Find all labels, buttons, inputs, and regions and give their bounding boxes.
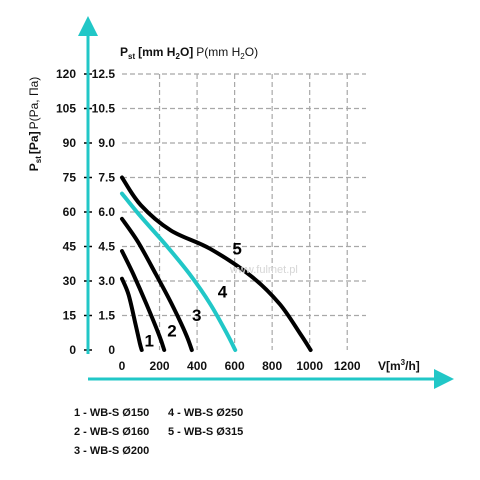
y-tick-label-pa: 45 <box>63 240 77 254</box>
y-tick-label-mm: 7.5 <box>98 171 115 185</box>
watermark-text: www.fulmet.pl <box>229 264 298 276</box>
legend: 1 - WB-S Ø150 2 - WB-S Ø160 3 - WB-S Ø20… <box>74 407 243 457</box>
y-tick-label-pa: 75 <box>63 171 77 185</box>
x-title-sup: 3 <box>401 358 406 367</box>
y-top-unit-prefix: [mm H <box>138 45 175 59</box>
y-left-alt: P(Pa, Па) <box>27 77 41 130</box>
y-top-main: P <box>120 45 128 59</box>
y-tick-label-mm: 4.5 <box>98 240 115 254</box>
y-axis-title-left: Pst [Pa]P(Pa, Па) <box>27 77 43 171</box>
x-tick-label: 600 <box>225 359 245 373</box>
legend-item-3: 3 - WB-S Ø200 <box>74 445 149 457</box>
y-tick-label-mm: 10.5 <box>92 102 116 116</box>
curve-series-2 <box>120 249 167 352</box>
x-tick-label: 1000 <box>296 359 323 373</box>
x-tick-label: 800 <box>262 359 282 373</box>
curve-series-4 <box>120 191 238 352</box>
y-top-unit-suffix: O] <box>180 45 193 59</box>
y-tick-label-pa: 0 <box>69 343 76 357</box>
y-top-unit-sub: 2 <box>175 52 180 61</box>
y-left-sub: st <box>34 156 43 163</box>
x-axis-arrowhead <box>434 369 454 389</box>
x-tick-label: 200 <box>150 359 170 373</box>
y-top-sub: st <box>128 52 135 61</box>
y-tick-label-pa: 105 <box>56 102 76 116</box>
x-tick-label: 0 <box>119 359 126 373</box>
y-top-alt-suffix: O) <box>245 45 258 59</box>
x-title-suffix: /h] <box>405 359 420 373</box>
legend-item-1: 1 - WB-S Ø150 <box>74 407 149 419</box>
y-tick-label-pa: 60 <box>63 205 77 219</box>
legend-item-5: 5 - WB-S Ø315 <box>168 426 243 438</box>
x-tick-label: 1200 <box>334 359 361 373</box>
y-tick-label-pa: 30 <box>63 274 77 288</box>
grid <box>122 73 366 350</box>
y-tick-label-mm: 0 <box>108 343 115 357</box>
curve-label-2: 2 <box>167 321 176 340</box>
y-tick-label-pa: 15 <box>63 309 77 323</box>
curve-series-5 <box>120 175 313 352</box>
y-left-unit: [Pa] <box>27 131 41 154</box>
y-tick-label-pa: 120 <box>56 67 76 81</box>
y-axis-title-top: Pst [mm H2O] P(mm H2O) <box>120 45 258 61</box>
axes <box>78 16 454 389</box>
y-tick-label-mm: 3.0 <box>98 274 115 288</box>
y-top-alt-sub: 2 <box>240 52 245 61</box>
curve-series-3 <box>120 216 194 352</box>
legend-item-2: 2 - WB-S Ø160 <box>74 426 149 438</box>
y-axis-arrowhead <box>78 16 98 36</box>
curve-label-5: 5 <box>232 240 241 259</box>
curve-label-1: 1 <box>145 332 154 351</box>
x-title-main: V[m <box>378 359 401 373</box>
x-axis-title: V[m3/h] <box>378 358 420 373</box>
y-tick-label-mm: 12.5 <box>92 67 116 81</box>
curves <box>120 175 313 352</box>
y-tick-label-mm: 6.0 <box>98 205 115 219</box>
y-left-main: P <box>27 163 41 171</box>
y-tick-label-mm: 9.0 <box>98 136 115 150</box>
x-tick-label: 400 <box>187 359 207 373</box>
y-top-alt-prefix: P(mm H <box>196 45 240 59</box>
y-tick-label-pa: 90 <box>63 136 77 150</box>
curve-series-1 <box>120 276 144 352</box>
curve-label-4: 4 <box>218 283 228 302</box>
legend-item-4: 4 - WB-S Ø250 <box>168 407 243 419</box>
curve-label-3: 3 <box>192 306 201 325</box>
y-tick-label-mm: 1.5 <box>98 309 115 323</box>
